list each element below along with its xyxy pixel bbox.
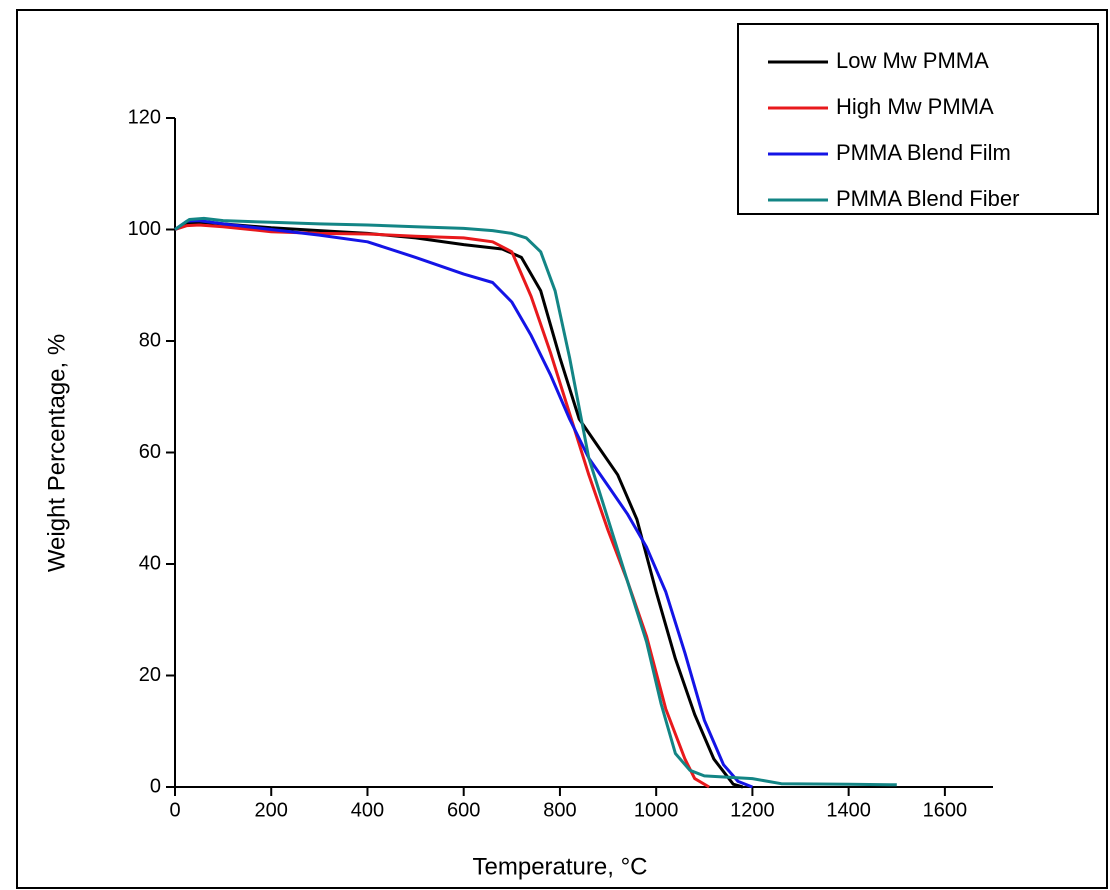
series-line xyxy=(174,219,753,789)
series-line xyxy=(174,223,710,789)
legend-label: PMMA Blend Film xyxy=(836,140,1011,165)
series-line xyxy=(174,216,897,787)
legend-label: PMMA Blend Fiber xyxy=(836,186,1019,211)
x-tick-label: 1200 xyxy=(730,799,775,821)
y-tick-label: 0 xyxy=(150,775,161,797)
y-tick-label: 60 xyxy=(139,441,161,463)
x-tick-label: 0 xyxy=(169,799,180,821)
x-tick-label: 1400 xyxy=(826,799,871,821)
legend-label: High Mw PMMA xyxy=(836,94,994,119)
y-axis-title: Weight Percentage, % xyxy=(43,334,70,572)
x-tick-label: 600 xyxy=(447,799,480,821)
y-tick-label: 100 xyxy=(128,218,161,240)
x-tick-label: 1600 xyxy=(923,799,968,821)
x-tick-label: 1000 xyxy=(634,799,679,821)
x-tick-label: 800 xyxy=(543,799,576,821)
y-tick-label: 40 xyxy=(139,552,161,574)
frame xyxy=(16,9,1108,889)
x-tick-label: 400 xyxy=(351,799,384,821)
x-tick-label: 200 xyxy=(255,799,288,821)
series-line xyxy=(174,220,744,789)
y-tick-label: 20 xyxy=(139,664,161,686)
x-axis-title: Temperature, °C xyxy=(473,853,648,880)
legend-box xyxy=(737,23,1099,215)
y-tick-label: 80 xyxy=(139,329,161,351)
y-tick-label: 120 xyxy=(128,106,161,128)
legend-label: Low Mw PMMA xyxy=(836,48,989,73)
